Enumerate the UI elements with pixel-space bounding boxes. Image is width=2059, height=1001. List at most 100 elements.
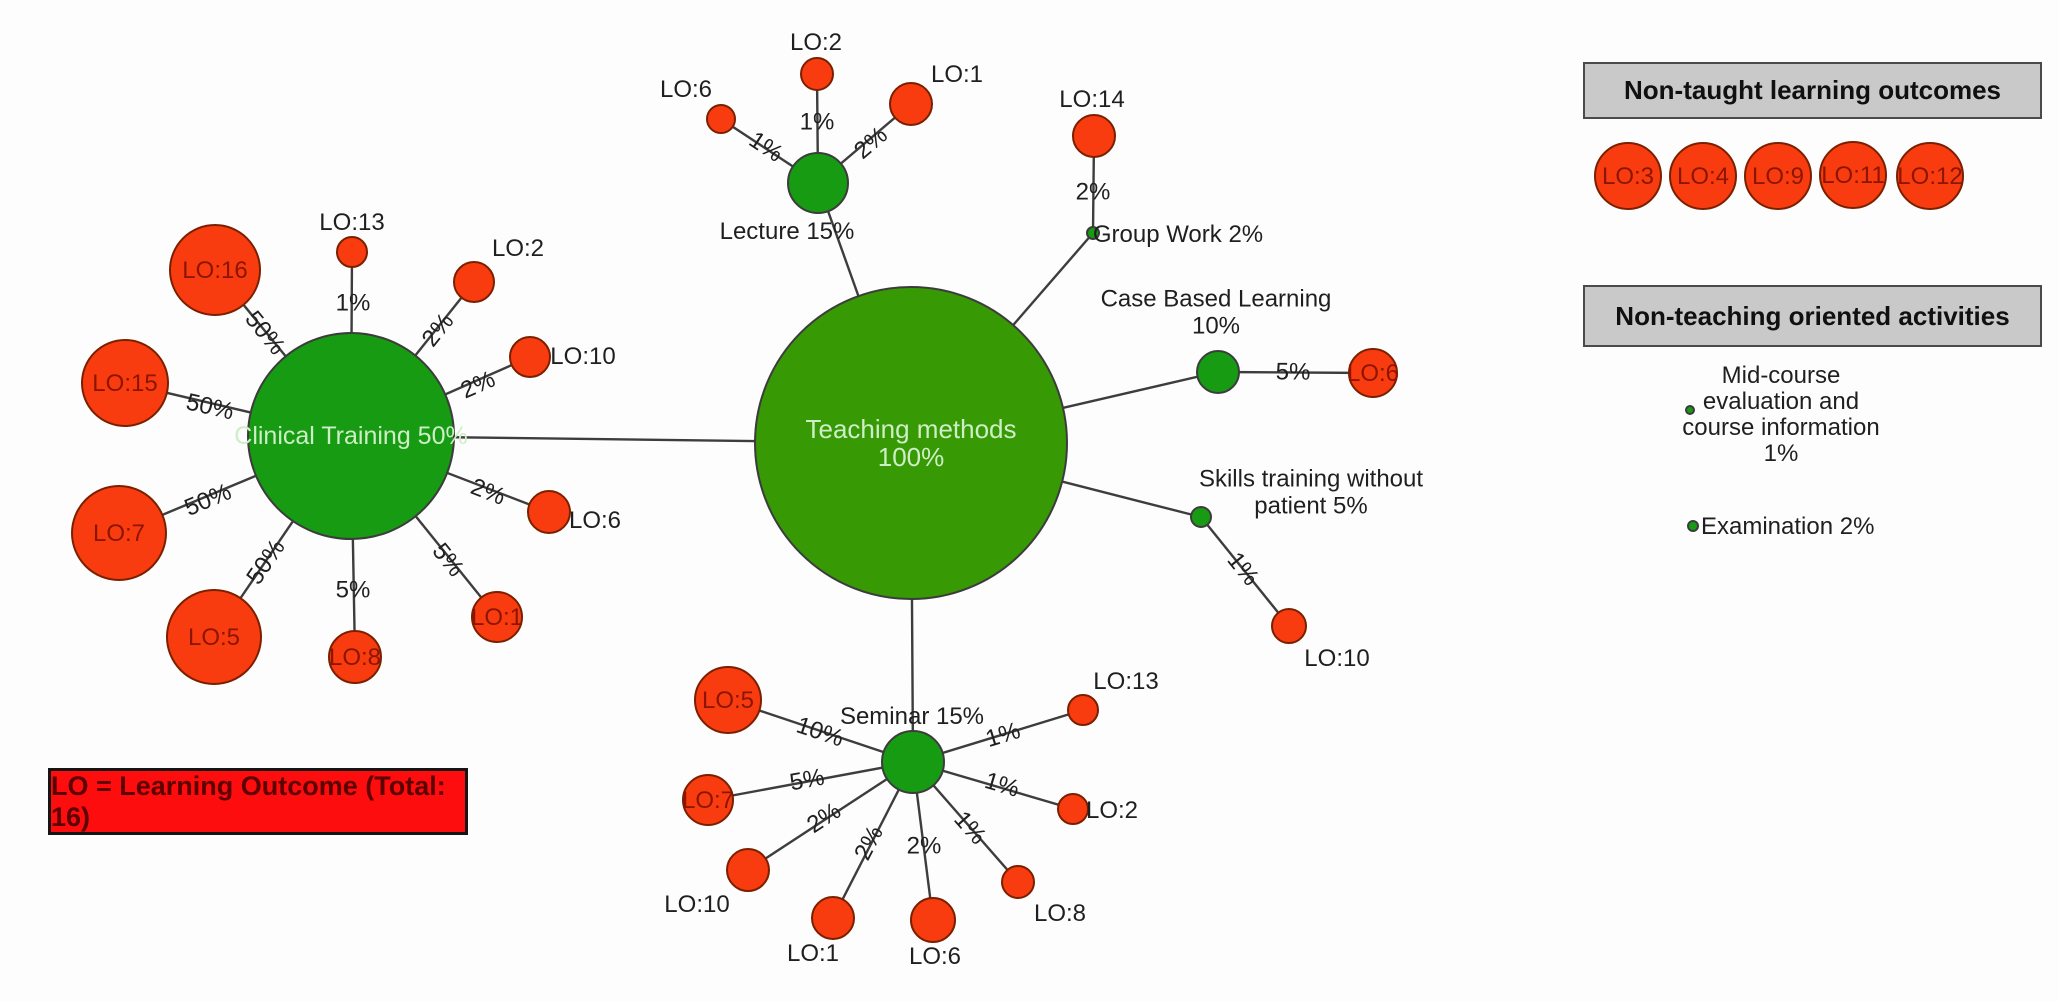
- node-label-m13: LO:13: [1093, 668, 1158, 695]
- edge-label-c15: 50%: [184, 388, 237, 425]
- node-l1: [889, 82, 933, 126]
- node-label-l2: LO:2: [790, 29, 842, 56]
- node-label-c5: LO:5: [188, 624, 240, 651]
- node-c6: [527, 490, 571, 534]
- node-label-groupwork: Group Work 2%: [1093, 221, 1263, 248]
- node-l2: [800, 57, 834, 91]
- node-label-m5: LO:5: [702, 687, 754, 714]
- node-m10: [726, 848, 770, 892]
- node-label-l1: LO:1: [931, 61, 983, 88]
- mid-course-line-4: 1%: [1763, 440, 1799, 467]
- edge-label-cb6: 5%: [1276, 358, 1311, 385]
- node-label-lecture: Lecture 15%: [720, 218, 855, 245]
- node-l6: [706, 104, 736, 134]
- non-teaching-activities-title: Non-teaching oriented activities: [1615, 300, 2010, 331]
- node-label-clinical: Clinical Training 50%: [234, 422, 467, 450]
- node-c15: [81, 339, 169, 427]
- node-seminar: [881, 730, 945, 794]
- examination-activity-label: Examination 2%: [1701, 513, 1875, 540]
- node-label-p3: LO:3: [1602, 163, 1654, 190]
- edge-cb6-cbl: [1217, 370, 1374, 375]
- node-label-m7: LO:7: [682, 787, 734, 814]
- node-label-c2: LO:2: [492, 235, 544, 262]
- mid-course-activity-label: Mid-course evaluation and course informa…: [1645, 363, 1917, 467]
- node-label-c8: LO:8: [329, 644, 381, 671]
- edge-label-m10: 2%: [802, 797, 846, 839]
- node-label-g14: LO:14: [1059, 86, 1124, 113]
- lo-legend-text: LO = Learning Outcome (Total: 16): [51, 770, 446, 832]
- node-m1: [811, 896, 855, 940]
- mid-course-line-2: evaluation and: [1702, 388, 1860, 415]
- node-c13: [336, 236, 368, 268]
- node-label-m10: LO:10: [664, 891, 729, 918]
- edge-label-g14: 2%: [1076, 179, 1111, 206]
- node-teaching: [754, 286, 1068, 600]
- node-c16: [169, 224, 261, 316]
- edge-s10-skills: [1200, 516, 1290, 627]
- node-s10: [1271, 608, 1307, 644]
- node-label-c13: LO:13: [319, 209, 384, 236]
- node-label-c6: LO:6: [569, 507, 621, 534]
- edge-label-m6: 2%: [907, 833, 942, 860]
- edge-label-c5: 50%: [241, 535, 290, 590]
- node-label-m2: LO:2: [1086, 797, 1138, 824]
- node-dot_exam: [1687, 520, 1699, 532]
- node-label-c10: LO:10: [550, 343, 615, 370]
- node-cbl: [1196, 350, 1240, 394]
- node-c10: [509, 336, 551, 378]
- edge-label-m13: 1%: [982, 717, 1023, 753]
- node-c8: [328, 630, 382, 684]
- edge-label-s10: 1%: [1222, 547, 1265, 591]
- node-g14: [1072, 114, 1116, 158]
- edge-label-m7: 5%: [787, 764, 826, 797]
- node-label-c7: LO:7: [93, 520, 145, 547]
- edge-label-m5: 10%: [793, 712, 847, 753]
- edge-label-c10: 2%: [457, 366, 500, 405]
- node-label-m6: LO:6: [909, 943, 961, 970]
- node-c7: [71, 485, 167, 581]
- node-skills: [1190, 506, 1212, 528]
- node-p9: [1744, 142, 1812, 210]
- node-label-p11: LO:11: [1821, 162, 1885, 189]
- node-p3: [1594, 142, 1662, 210]
- node-p12: [1896, 142, 1964, 210]
- node-p4: [1669, 142, 1737, 210]
- non-taught-outcomes-title: Non-taught learning outcomes: [1624, 75, 2001, 105]
- edge-label-l1: 2%: [849, 121, 893, 164]
- edge-label-c6: 2%: [467, 473, 509, 511]
- edge-m7-seminar: [707, 760, 914, 802]
- node-cb6: [1348, 348, 1398, 398]
- node-c5: [166, 589, 262, 685]
- node-dot_mid: [1685, 405, 1695, 415]
- lo-legend-box: LO = Learning Outcome (Total: 16): [48, 768, 468, 835]
- node-lecture: [787, 152, 849, 214]
- node-label-skills: Skills training without patient 5%: [1199, 465, 1423, 519]
- node-label-c1: LO:1: [471, 604, 523, 631]
- node-c2: [453, 261, 495, 303]
- node-label-p9: LO:9: [1752, 163, 1804, 190]
- node-groupwork: [1086, 226, 1100, 240]
- node-m7: [682, 774, 734, 826]
- node-m8: [1001, 865, 1035, 899]
- edge-label-l2: 1%: [800, 109, 835, 136]
- node-m6: [910, 897, 956, 943]
- node-m2: [1057, 793, 1089, 825]
- node-label-s10: LO:10: [1304, 645, 1369, 672]
- node-label-c16: LO:16: [182, 257, 247, 284]
- non-teaching-activities-header: Non-teaching oriented activities: [1583, 285, 2042, 347]
- edge-m10-seminar: [747, 760, 914, 872]
- node-c1: [471, 591, 523, 643]
- non-taught-outcomes-header: Non-taught learning outcomes: [1583, 62, 2042, 119]
- node-label-p4: LO:4: [1677, 163, 1729, 190]
- node-label-m8: LO:8: [1034, 900, 1086, 927]
- node-label-cbl: Case Based Learning 10%: [1101, 285, 1332, 339]
- edge-label-l6: 1%: [744, 126, 788, 168]
- node-clinical: [247, 332, 455, 540]
- edge-label-c8: 5%: [336, 577, 371, 604]
- node-label-l6: LO:6: [660, 76, 712, 103]
- node-label-m1: LO:1: [787, 940, 839, 967]
- node-label-teaching: Teaching methods 100%: [805, 414, 1016, 472]
- node-m5: [694, 666, 762, 734]
- node-label-c15: LO:15: [92, 370, 157, 397]
